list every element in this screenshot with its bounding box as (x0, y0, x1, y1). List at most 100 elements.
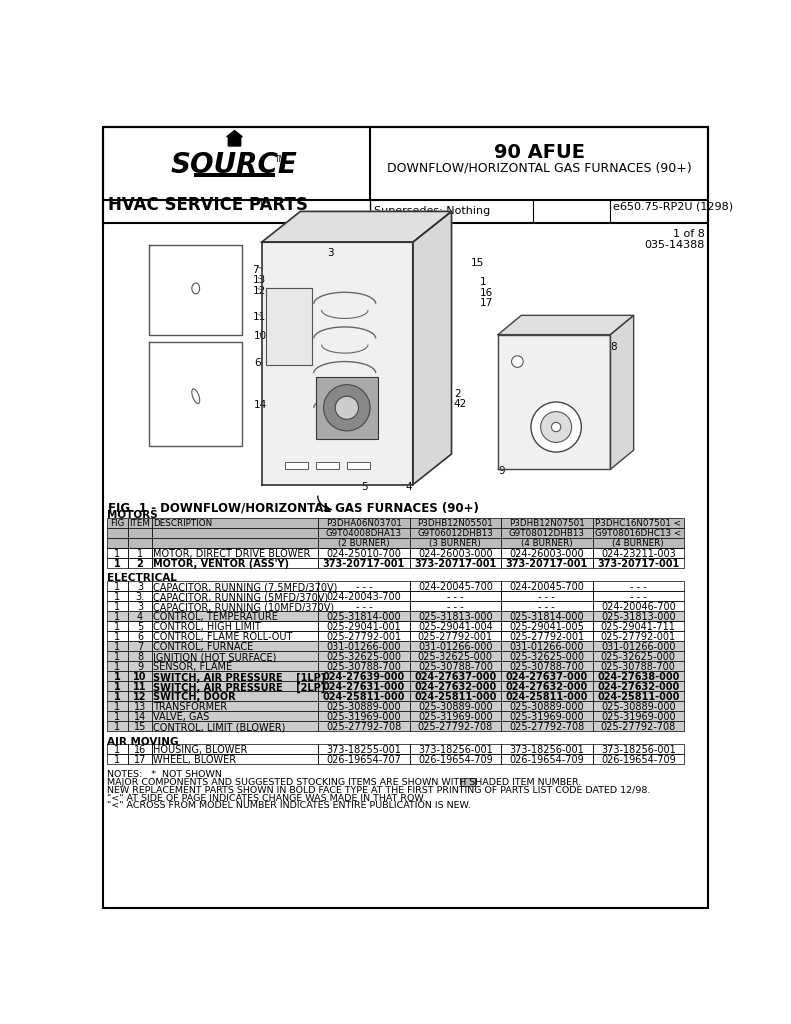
Bar (107, 681, 128, 691)
Text: DOWNFLOW/HORIZONTAL GAS FURNACES (90+): DOWNFLOW/HORIZONTAL GAS FURNACES (90+) (387, 161, 691, 174)
Bar (318, 611, 410, 622)
Text: 8: 8 (611, 342, 617, 352)
Bar (152, 721, 318, 731)
Text: 024-25811-000: 024-25811-000 (414, 692, 497, 702)
Text: 024-23211-003: 024-23211-003 (601, 549, 676, 559)
Bar (128, 581, 152, 591)
Polygon shape (262, 243, 413, 484)
Bar (592, 662, 684, 671)
Text: 025-31969-000: 025-31969-000 (327, 713, 401, 722)
Text: 1: 1 (114, 559, 121, 569)
Bar (128, 591, 152, 601)
Text: 024-20043-700: 024-20043-700 (327, 592, 401, 602)
Text: FIG. 1 - DOWNFLOW/HORIZONTAL GAS FURNACES (90+): FIG. 1 - DOWNFLOW/HORIZONTAL GAS FURNACE… (108, 502, 479, 515)
Text: 025-27792-001: 025-27792-001 (418, 632, 493, 642)
Text: SOURCE: SOURCE (171, 152, 298, 179)
Bar (128, 622, 152, 631)
Text: WHEEL, BLOWER: WHEEL, BLOWER (153, 756, 237, 765)
Bar (107, 755, 128, 764)
Bar (107, 591, 128, 601)
Ellipse shape (324, 385, 370, 431)
Text: 025-27792-001: 025-27792-001 (600, 632, 676, 642)
Text: 025-27792-001: 025-27792-001 (327, 632, 402, 642)
Bar (501, 744, 592, 755)
Bar (152, 744, 318, 755)
Text: MAJOR COMPONENTS AND SUGGESTED STOCKING ITEMS ARE SHOWN WITH SHADED ITEM NUMBER.: MAJOR COMPONENTS AND SUGGESTED STOCKING … (107, 778, 581, 787)
Bar (128, 558, 152, 568)
Text: 373-18256-001: 373-18256-001 (418, 745, 493, 756)
Text: - - -: - - - (355, 583, 373, 592)
Bar (128, 528, 152, 538)
Bar (501, 631, 592, 641)
Bar (318, 558, 410, 568)
Text: 373-20717-001: 373-20717-001 (505, 559, 588, 569)
Text: 7: 7 (252, 264, 259, 274)
Bar (152, 581, 318, 591)
Text: 024-27639-000: 024-27639-000 (323, 673, 405, 682)
Bar (592, 671, 684, 681)
Bar (128, 548, 152, 558)
Text: 1: 1 (115, 549, 120, 559)
Text: 373-18256-001: 373-18256-001 (509, 745, 585, 756)
Bar (285, 462, 308, 469)
Text: - - -: - - - (447, 602, 464, 612)
Text: 025-30889-000: 025-30889-000 (601, 702, 676, 713)
Bar (128, 691, 152, 701)
Text: 15: 15 (134, 722, 146, 732)
Text: TM: TM (259, 198, 271, 207)
Text: - - -: - - - (539, 602, 555, 612)
Text: 12: 12 (252, 286, 266, 296)
Text: 16: 16 (134, 745, 146, 756)
Text: 14: 14 (134, 713, 146, 722)
Bar (501, 651, 592, 662)
Bar (152, 518, 318, 528)
Text: 026-19654-709: 026-19654-709 (509, 756, 585, 765)
Bar (152, 681, 318, 691)
Bar (592, 641, 684, 651)
Text: (3 BURNER): (3 BURNER) (430, 539, 481, 548)
Text: TM: TM (274, 156, 286, 164)
Bar (318, 538, 410, 548)
Bar (128, 711, 152, 721)
Text: NOTES:   *  NOT SHOWN: NOTES: * NOT SHOWN (107, 770, 221, 779)
Text: 024-25811-000: 024-25811-000 (505, 692, 588, 702)
Bar (107, 622, 128, 631)
Bar (501, 601, 592, 611)
Text: 1: 1 (115, 592, 120, 602)
Bar (318, 641, 410, 651)
Bar (318, 721, 410, 731)
Polygon shape (413, 211, 452, 484)
Ellipse shape (512, 355, 523, 368)
Text: - - -: - - - (355, 602, 373, 612)
Text: 025-31969-000: 025-31969-000 (601, 713, 676, 722)
Bar (318, 581, 410, 591)
Text: 025-29041-004: 025-29041-004 (418, 623, 493, 632)
Bar (592, 711, 684, 721)
Text: 025-30788-700: 025-30788-700 (327, 663, 401, 673)
Text: 16: 16 (480, 289, 494, 298)
Text: 025-30788-700: 025-30788-700 (418, 663, 493, 673)
Polygon shape (262, 211, 452, 243)
Text: 1: 1 (115, 702, 120, 713)
Bar (410, 651, 501, 662)
Text: 024-20045-700: 024-20045-700 (418, 583, 493, 592)
Bar (152, 538, 318, 548)
Text: VALVE, GAS: VALVE, GAS (153, 713, 210, 722)
Text: 025-27792-708: 025-27792-708 (327, 722, 402, 732)
Bar (592, 548, 684, 558)
Text: 1: 1 (115, 756, 120, 765)
Bar (152, 651, 318, 662)
Bar (316, 462, 339, 469)
Bar (410, 581, 501, 591)
Bar (501, 671, 592, 681)
Bar (318, 744, 410, 755)
Text: 4: 4 (137, 612, 143, 623)
Bar (318, 691, 410, 701)
Text: P3DHA06N03701: P3DHA06N03701 (326, 519, 402, 528)
Text: 024-27631-000: 024-27631-000 (323, 682, 405, 692)
Text: 10: 10 (133, 673, 146, 682)
Bar (107, 601, 128, 611)
Bar (318, 711, 410, 721)
Text: 025-32625-000: 025-32625-000 (327, 652, 401, 663)
Text: CONTROL, HIGH LIMIT: CONTROL, HIGH LIMIT (153, 623, 261, 632)
